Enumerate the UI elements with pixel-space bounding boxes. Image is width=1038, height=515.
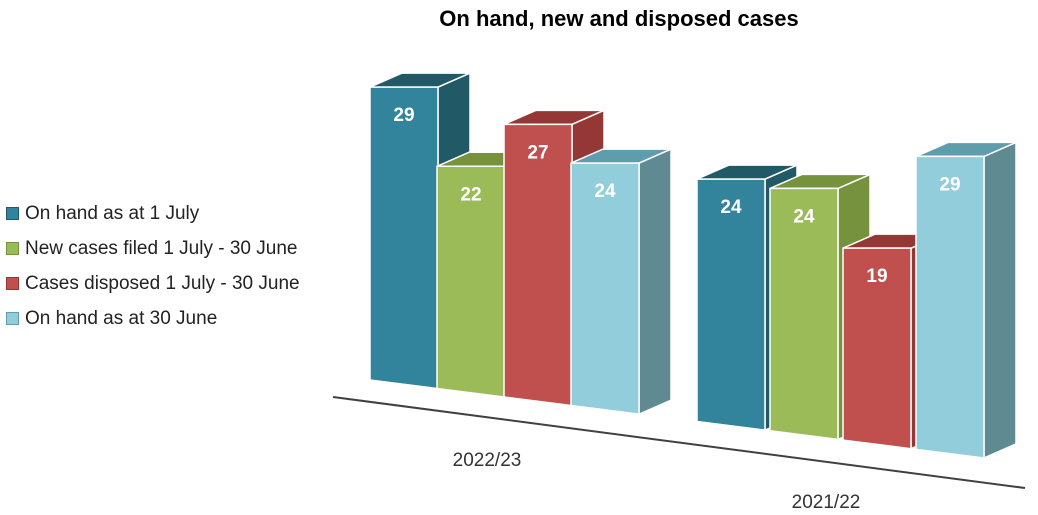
bar-front-face <box>369 86 439 390</box>
data-label: 24 <box>793 206 815 227</box>
bar-side-face <box>983 141 1017 460</box>
legend-label: Cases disposed 1 July - 30 June <box>25 272 300 294</box>
legend-label: On hand as at 1 July <box>25 202 200 224</box>
data-label: 27 <box>527 142 548 163</box>
data-label: 24 <box>594 181 616 202</box>
bar-front-face <box>503 123 573 407</box>
legend-item-3: Cases disposed 1 July - 30 June <box>6 266 300 301</box>
legend-label: On hand as at 30 June <box>25 307 218 329</box>
legend-swatch <box>6 312 19 325</box>
bar-front-face <box>769 187 839 441</box>
bar-front-face <box>842 247 912 450</box>
bar-front-face <box>570 162 640 416</box>
data-label: 19 <box>866 266 887 287</box>
x-axis-line <box>332 396 1026 489</box>
data-label: 22 <box>460 184 481 205</box>
legend: On hand as at 1 July New cases filed 1 Ju… <box>6 196 300 336</box>
legend-swatch <box>6 277 19 290</box>
legend-swatch <box>6 207 19 220</box>
legend-label: New cases filed 1 July - 30 June <box>25 237 298 259</box>
legend-item-2: New cases filed 1 July - 30 June <box>6 231 300 266</box>
legend-item-4: On hand as at 30 June <box>6 301 300 336</box>
data-label: 29 <box>939 174 960 195</box>
legend-item-1: On hand as at 1 July <box>6 196 300 231</box>
data-label: 24 <box>720 197 742 218</box>
bar-front-face <box>915 155 985 459</box>
category-label: 2021/22 <box>792 492 861 513</box>
category-label: 2022/23 <box>453 450 522 471</box>
bar-front-face <box>696 178 766 432</box>
data-label: 29 <box>393 105 414 126</box>
bar-2021-22-series-4 <box>915 141 1017 460</box>
bar-2022-23-series-4 <box>570 147 672 416</box>
bar-side-face <box>638 147 672 416</box>
chart-title: On hand, new and disposed cases <box>439 6 799 31</box>
legend-swatch <box>6 242 19 255</box>
